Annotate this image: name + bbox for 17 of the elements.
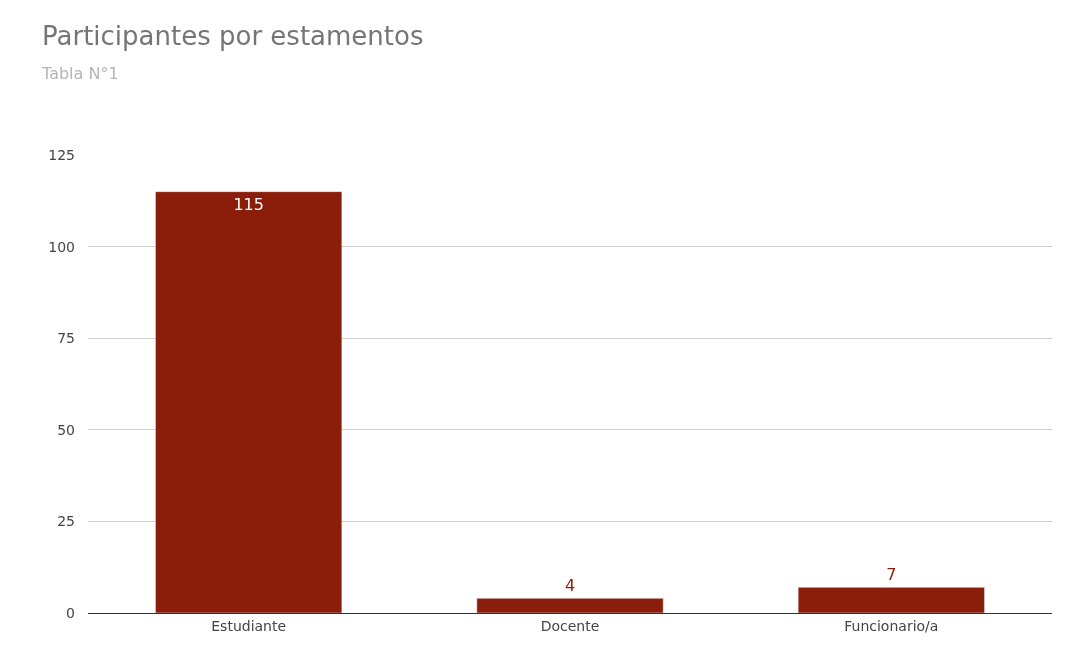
x-tick-label: Docente — [540, 617, 600, 634]
y-tick-label: 0 — [66, 604, 75, 621]
data-label: 115 — [233, 194, 264, 214]
data-label: 7 — [886, 565, 897, 585]
y-tick-label: 50 — [57, 421, 75, 438]
x-tick-label: Estudiante — [211, 617, 287, 634]
bar — [155, 191, 343, 613]
y-tick-label: 25 — [57, 513, 75, 530]
data-label: 4 — [564, 576, 576, 596]
x-tick-label: Funcionario/a — [844, 617, 939, 634]
y-tick-label: 100 — [48, 238, 75, 255]
bar — [797, 587, 985, 613]
y-tick-label: 125 — [48, 146, 75, 163]
y-tick-label: 75 — [57, 330, 75, 347]
chart-subtitle: Tabla N°1 — [41, 63, 119, 83]
bar — [476, 598, 664, 613]
chart-title: Participantes por estamentos — [42, 21, 424, 51]
